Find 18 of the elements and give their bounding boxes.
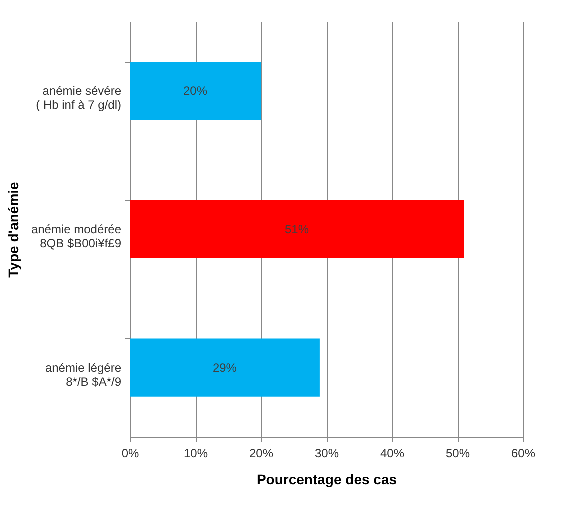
x-tick-label: 60% (511, 446, 536, 460)
y-tick-label: anémie légére 8*/B $A*/9 (45, 360, 122, 389)
bar (130, 62, 261, 120)
bar (130, 338, 320, 397)
x-tick-label: 30% (314, 446, 340, 460)
y-tick-label: anémie modérée 8QB $B00i¥f£9 (31, 222, 122, 250)
x-tick-label: 40% (380, 446, 405, 460)
x-tick-label: 50% (446, 446, 470, 460)
x-axis-title: Pourcentage des cas (256, 472, 398, 488)
x-tick-label: 0% (122, 446, 140, 460)
data-label: 51% (285, 222, 310, 236)
x-tick-label: 10% (184, 446, 208, 460)
data-label: 20% (183, 84, 208, 98)
x-tick-label: 20% (249, 446, 274, 460)
y-tick-label: anémie sévére ( Hb inf à 7 g/dl) (36, 84, 122, 112)
bar (130, 200, 464, 259)
data-label: 29% (212, 360, 238, 375)
y-axis-title: Type d'anémie (5, 182, 22, 278)
